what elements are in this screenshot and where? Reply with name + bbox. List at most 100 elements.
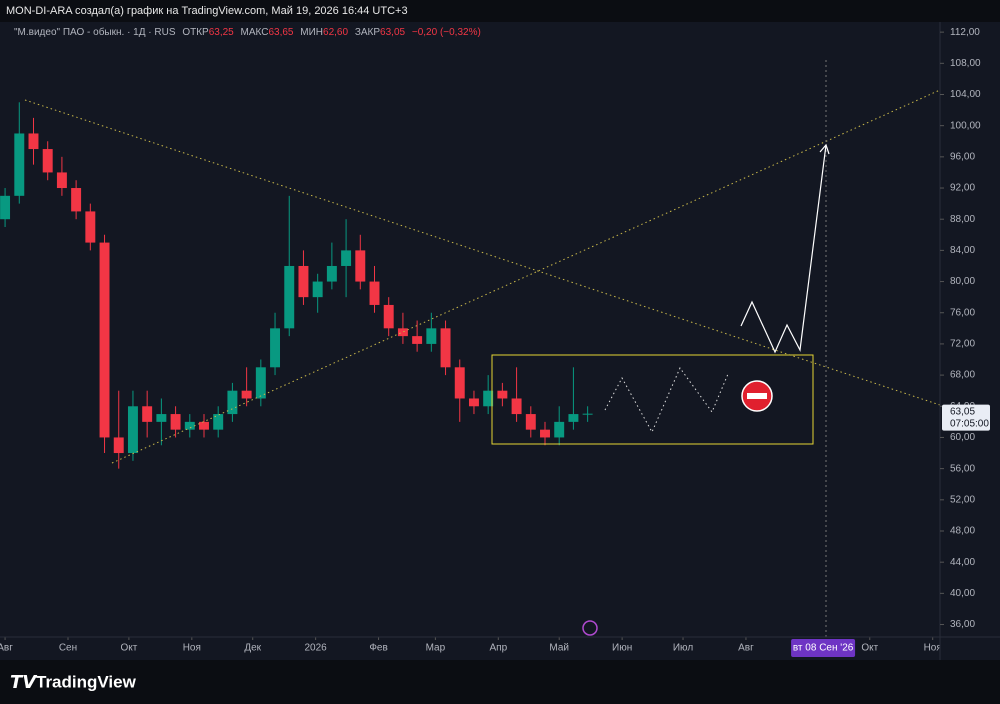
candle-body [14,133,25,196]
candle-body [326,265,337,282]
y-tick-label: 80,00 [950,276,975,287]
candle-body [199,421,209,430]
crosshair-label: вт 08 Сен '26 [793,643,854,654]
candle-body [383,304,394,329]
page-title: MON-DI-ARA создал(а) график на TradingVi… [6,5,408,17]
last-price: 63,05 [950,406,975,417]
x-tick-label: Дек [244,643,261,654]
y-tick-label: 56,00 [950,463,975,474]
close-value: 63,05 [380,27,405,38]
x-tick-label: Ноя [924,643,942,654]
high-value: 63,65 [268,27,293,38]
candle-body [582,413,593,415]
y-tick-label: 92,00 [950,183,975,194]
low-label: МИН [300,27,323,38]
plot [0,102,593,469]
symbol: "М.видео" ПАО - обыкн. · 1Д · RUS [14,26,176,38]
y-tick-label: 100,00 [950,120,981,131]
candle-body [113,437,124,454]
drawings [24,60,941,637]
candle-body [284,265,295,329]
x-tick-label: Мар [426,643,446,654]
trend-line [24,99,941,406]
candle-body [241,390,252,399]
event-icon [582,620,598,636]
candle-body [525,414,536,430]
legend: "М.видео" ПАО - обыкн. · 1Д · RUS ОТКР63… [14,26,481,38]
candle-body [440,328,451,368]
open-label: ОТКР [182,27,209,38]
close-label: ЗАКР [355,27,381,38]
y-tick-label: 52,00 [950,494,975,505]
y-tick-label: 72,00 [950,339,975,350]
x-tick-label: Авг [0,643,13,654]
open-value: 63,25 [209,27,234,38]
x-tick-label: Окт [861,643,878,654]
candle-body [170,414,181,430]
candle-body [341,250,352,266]
y-tick-label: 76,00 [950,307,975,318]
plot-area [0,22,1000,660]
x-tick-label: Апр [489,643,507,654]
y-tick-label: 36,00 [950,619,975,630]
candle-body [42,149,53,173]
candle-body [227,390,238,415]
candle-body [355,250,366,282]
stop-bar [747,393,767,399]
x-tick-label: Ноя [183,643,201,654]
crosshair-label-bg [791,639,856,657]
low-value: 62,60 [323,27,348,38]
candle-body [71,188,82,212]
x-tick-label: Июн [612,643,632,654]
candle-body [454,367,465,399]
x-tick-label: Июл [673,643,693,654]
candle-body [312,281,323,298]
high-label: МАКС [241,27,269,38]
price-axis [940,22,1000,660]
candle-body [397,328,408,337]
change: −0,20 (−0,32%) [412,27,481,38]
candle-body [142,406,153,422]
y-tick-label: 112,00 [950,27,980,38]
candle-body [468,398,479,407]
countdown: 07:05:00 [950,418,989,429]
trend-line [111,89,941,464]
y-tick-label: 96,00 [950,151,975,162]
y-tick-label: 40,00 [950,588,975,599]
y-tick-label: 108,00 [950,58,981,69]
candle-body [369,281,380,305]
x-tick-label: Сен [59,643,77,654]
candle-body [511,398,522,415]
candle-body [412,336,423,344]
y-tick-label: 104,00 [950,89,981,100]
last-price-bg [942,404,990,431]
candle-body [127,406,138,454]
x-tick-label: Окт [120,643,137,654]
candle-body [255,367,266,399]
candle-body [56,172,67,189]
candle-body [0,195,11,220]
candle-body [426,328,437,344]
candle-body [298,265,309,298]
arrow-head [819,143,830,155]
axes: 36,0040,0044,0048,0052,0056,0060,0064,00… [791,27,990,657]
candle-body [270,328,281,368]
y-tick-label: 48,00 [950,526,975,537]
x-tick-label: Авг [738,643,754,654]
x-tick-label: Фев [369,643,387,654]
candle-body [85,211,96,243]
candle-body [540,429,550,438]
candle-body [99,242,110,438]
candle-body [156,414,167,422]
brand: TradingView [36,672,137,691]
range-box [491,354,814,445]
y-tick-label: 68,00 [950,370,975,381]
y-tick-label: 44,00 [950,557,975,568]
candle-body [28,133,39,150]
candle-body [483,390,494,407]
candle-body [568,414,579,422]
y-tick-label: 84,00 [950,245,975,256]
candle-body [184,421,195,430]
candle-body [497,390,508,399]
